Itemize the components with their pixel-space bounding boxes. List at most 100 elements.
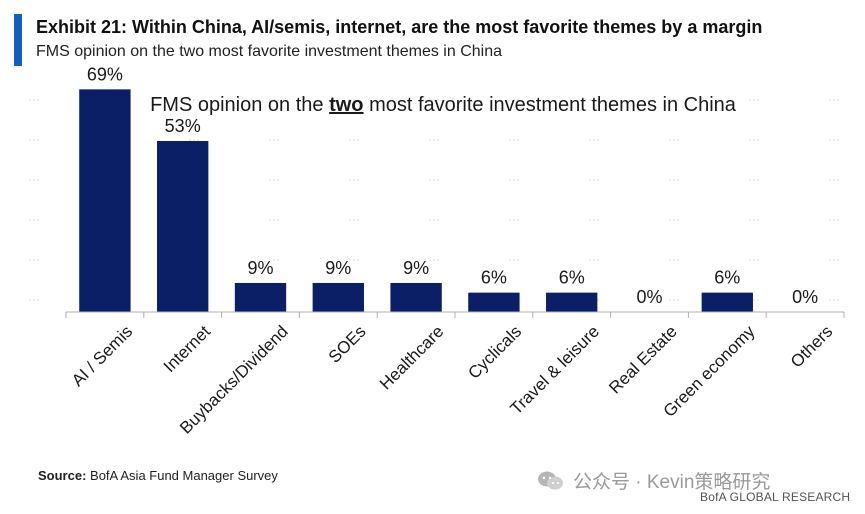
grid-dot xyxy=(513,179,515,181)
grid-dot xyxy=(433,99,435,101)
grid-dot xyxy=(833,139,835,141)
grid-dot xyxy=(437,259,439,261)
grid-dot xyxy=(589,219,591,221)
grid-dot xyxy=(29,299,31,301)
grid-dot xyxy=(273,99,275,101)
grid-dot xyxy=(509,259,511,261)
grid-dot xyxy=(357,99,359,101)
grid-dot xyxy=(673,219,675,221)
grid-dot xyxy=(837,179,839,181)
grid-dot xyxy=(33,299,35,301)
grid-dot xyxy=(757,99,759,101)
category-label-0: AI / Semis xyxy=(68,322,136,390)
grid-dot xyxy=(273,219,275,221)
x-axis-ticks xyxy=(65,312,845,318)
grid-dot xyxy=(677,179,679,181)
grid-dot xyxy=(29,259,31,261)
grid-dot xyxy=(589,259,591,261)
grid-dot xyxy=(429,179,431,181)
grid-dot xyxy=(833,179,835,181)
grid-dot xyxy=(193,99,195,101)
grid-dot xyxy=(829,139,831,141)
grid-dot xyxy=(753,139,755,141)
grid-dot xyxy=(349,179,351,181)
data-label-9: 0% xyxy=(792,287,818,307)
grid-dot xyxy=(429,219,431,221)
grid-dot xyxy=(753,179,755,181)
bar-0 xyxy=(79,89,131,312)
grid-dot xyxy=(29,179,31,181)
data-labels-group: 69% 53% 9% 9% 9% 6% 6% 0% 6% 0% xyxy=(87,64,818,307)
chart-title: FMS opinion on the two most favorite inv… xyxy=(150,94,737,116)
grid-dot xyxy=(669,259,671,261)
grid-dot xyxy=(837,139,839,141)
grid-dot xyxy=(29,99,31,101)
grid-dot xyxy=(673,179,675,181)
grid-dot xyxy=(357,139,359,141)
grid-dot xyxy=(829,99,831,101)
grid-dot xyxy=(433,179,435,181)
grid-dot xyxy=(357,219,359,221)
grid-dot xyxy=(269,99,271,101)
grid-dot xyxy=(753,99,755,101)
grid-dot xyxy=(597,179,599,181)
grid-dot xyxy=(513,139,515,141)
grid-dot xyxy=(757,259,759,261)
grid-dot xyxy=(277,99,279,101)
grid-dot xyxy=(677,219,679,221)
grid-dot xyxy=(33,99,35,101)
grid-dot xyxy=(269,219,271,221)
grid-dot xyxy=(33,219,35,221)
grid-dot xyxy=(429,139,431,141)
grid-dot xyxy=(669,219,671,221)
exhibit-title: Exhibit 21: Within China, AI/semis, inte… xyxy=(36,17,763,37)
grid-dot xyxy=(753,259,755,261)
grid-dot xyxy=(669,139,671,141)
data-label-2: 9% xyxy=(247,258,273,278)
grid-dot xyxy=(433,259,435,261)
grid-dot xyxy=(197,139,199,141)
category-label-3: SOEs xyxy=(325,322,370,367)
grid-dot xyxy=(589,139,591,141)
grid-dot xyxy=(437,219,439,221)
grid-dot xyxy=(837,99,839,101)
category-label-9: Others xyxy=(787,322,837,372)
grid-dot xyxy=(673,299,675,301)
grid-dot xyxy=(753,299,755,301)
grid-dot xyxy=(673,259,675,261)
grid-dot xyxy=(509,99,511,101)
grid-dot xyxy=(273,179,275,181)
grid-dot xyxy=(677,299,679,301)
grid-dot xyxy=(353,219,355,221)
source-note: Source: BofA Asia Fund Manager Survey xyxy=(38,468,278,483)
grid-dot xyxy=(37,99,39,101)
grid-dot xyxy=(33,179,35,181)
grid-dot xyxy=(757,179,759,181)
grid-dot xyxy=(269,179,271,181)
grid-dot xyxy=(517,99,519,101)
source-text: BofA Asia Fund Manager Survey xyxy=(86,468,278,483)
grid-dot xyxy=(37,139,39,141)
grid-dot xyxy=(677,259,679,261)
grid-dot xyxy=(593,259,595,261)
data-label-7: 0% xyxy=(636,287,662,307)
grid-dot xyxy=(197,99,199,101)
data-label-1: 53% xyxy=(165,116,201,136)
grid-dot xyxy=(833,299,835,301)
grid-dot xyxy=(353,179,355,181)
wechat-icon xyxy=(537,470,565,492)
grid-dot xyxy=(837,259,839,261)
grid-dot xyxy=(513,259,515,261)
data-label-4: 9% xyxy=(403,258,429,278)
grid-dot xyxy=(277,139,279,141)
grid-dot xyxy=(669,299,671,301)
accent-bar xyxy=(14,14,22,66)
bofa-brand: BofA GLOBAL RESEARCH xyxy=(700,490,851,504)
grid-dot xyxy=(517,139,519,141)
grid-dot xyxy=(189,99,191,101)
grid-dot xyxy=(37,259,39,261)
data-label-0: 69% xyxy=(87,64,123,84)
grid-dot xyxy=(353,99,355,101)
grid-dot xyxy=(753,219,755,221)
